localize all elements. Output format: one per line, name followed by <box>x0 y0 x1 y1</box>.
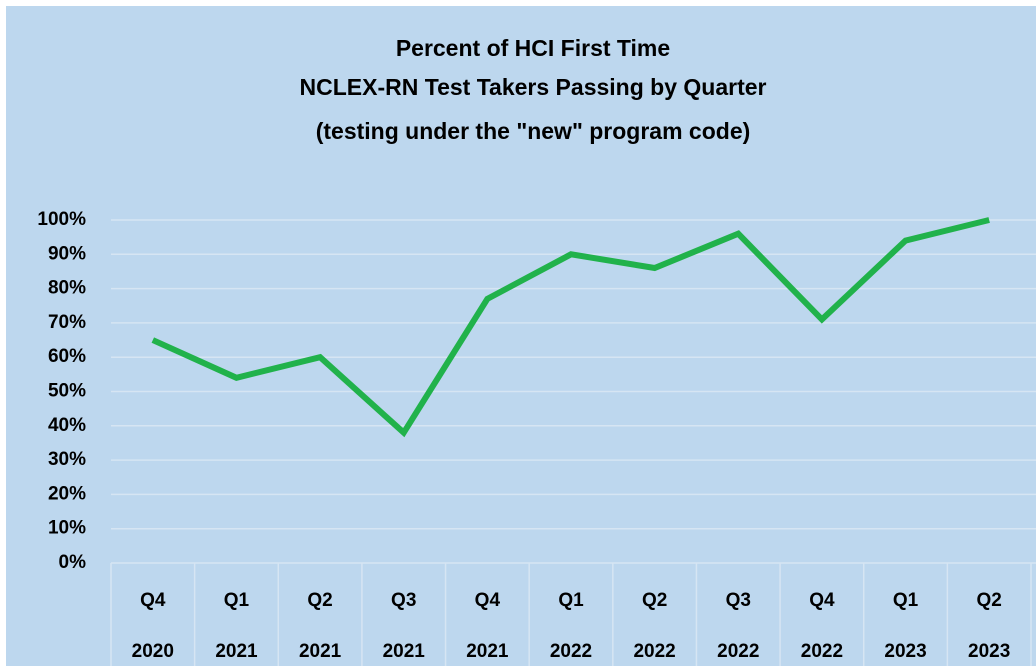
x-tick-label: Q2 <box>977 590 1002 611</box>
x-tick-label: Q2 <box>307 590 332 611</box>
y-tick-label: 0% <box>59 552 87 573</box>
y-tick-label: 70% <box>48 312 86 333</box>
x-tick-label: 2022 <box>717 641 759 662</box>
y-tick-label: 40% <box>48 415 86 436</box>
y-tick-label: 10% <box>48 518 86 539</box>
x-tick-label: 2022 <box>550 641 592 662</box>
chart-title: Percent of HCI First Time <box>396 35 670 61</box>
x-tick-label: 2021 <box>215 641 258 662</box>
chart-background <box>6 6 1036 666</box>
x-tick-label: Q3 <box>391 590 416 611</box>
x-tick-label: 2023 <box>884 641 926 662</box>
x-tick-label: Q1 <box>224 590 250 611</box>
y-tick-label: 50% <box>48 381 86 402</box>
data-line <box>151 217 990 438</box>
y-tick-label: 100% <box>37 209 86 230</box>
x-tick-label: Q2 <box>642 590 667 611</box>
y-tick-label: 20% <box>48 483 86 504</box>
chart-title: NCLEX-RN Test Takers Passing by Quarter <box>300 74 767 100</box>
x-tick-label: Q4 <box>809 590 835 611</box>
x-tick-label: 2021 <box>383 641 426 662</box>
x-tick-label: Q1 <box>558 590 584 611</box>
y-tick-label: 80% <box>48 278 86 299</box>
y-tick-label: 60% <box>48 346 86 367</box>
x-tick-label: 2022 <box>633 641 675 662</box>
x-tick-label: Q3 <box>726 590 751 611</box>
x-tick-label: 2023 <box>968 641 1010 662</box>
x-tick-label: Q4 <box>140 590 166 611</box>
x-tick-label: Q1 <box>893 590 919 611</box>
y-tick-label: 30% <box>48 449 86 470</box>
x-tick-label: 2021 <box>299 641 342 662</box>
x-tick-label: 2020 <box>132 641 174 662</box>
x-tick-label: Q4 <box>475 590 501 611</box>
y-tick-label: 90% <box>48 243 86 264</box>
chart-title: (testing under the "new" program code) <box>316 118 751 144</box>
x-tick-label: 2022 <box>801 641 843 662</box>
x-tick-label: 2021 <box>466 641 509 662</box>
